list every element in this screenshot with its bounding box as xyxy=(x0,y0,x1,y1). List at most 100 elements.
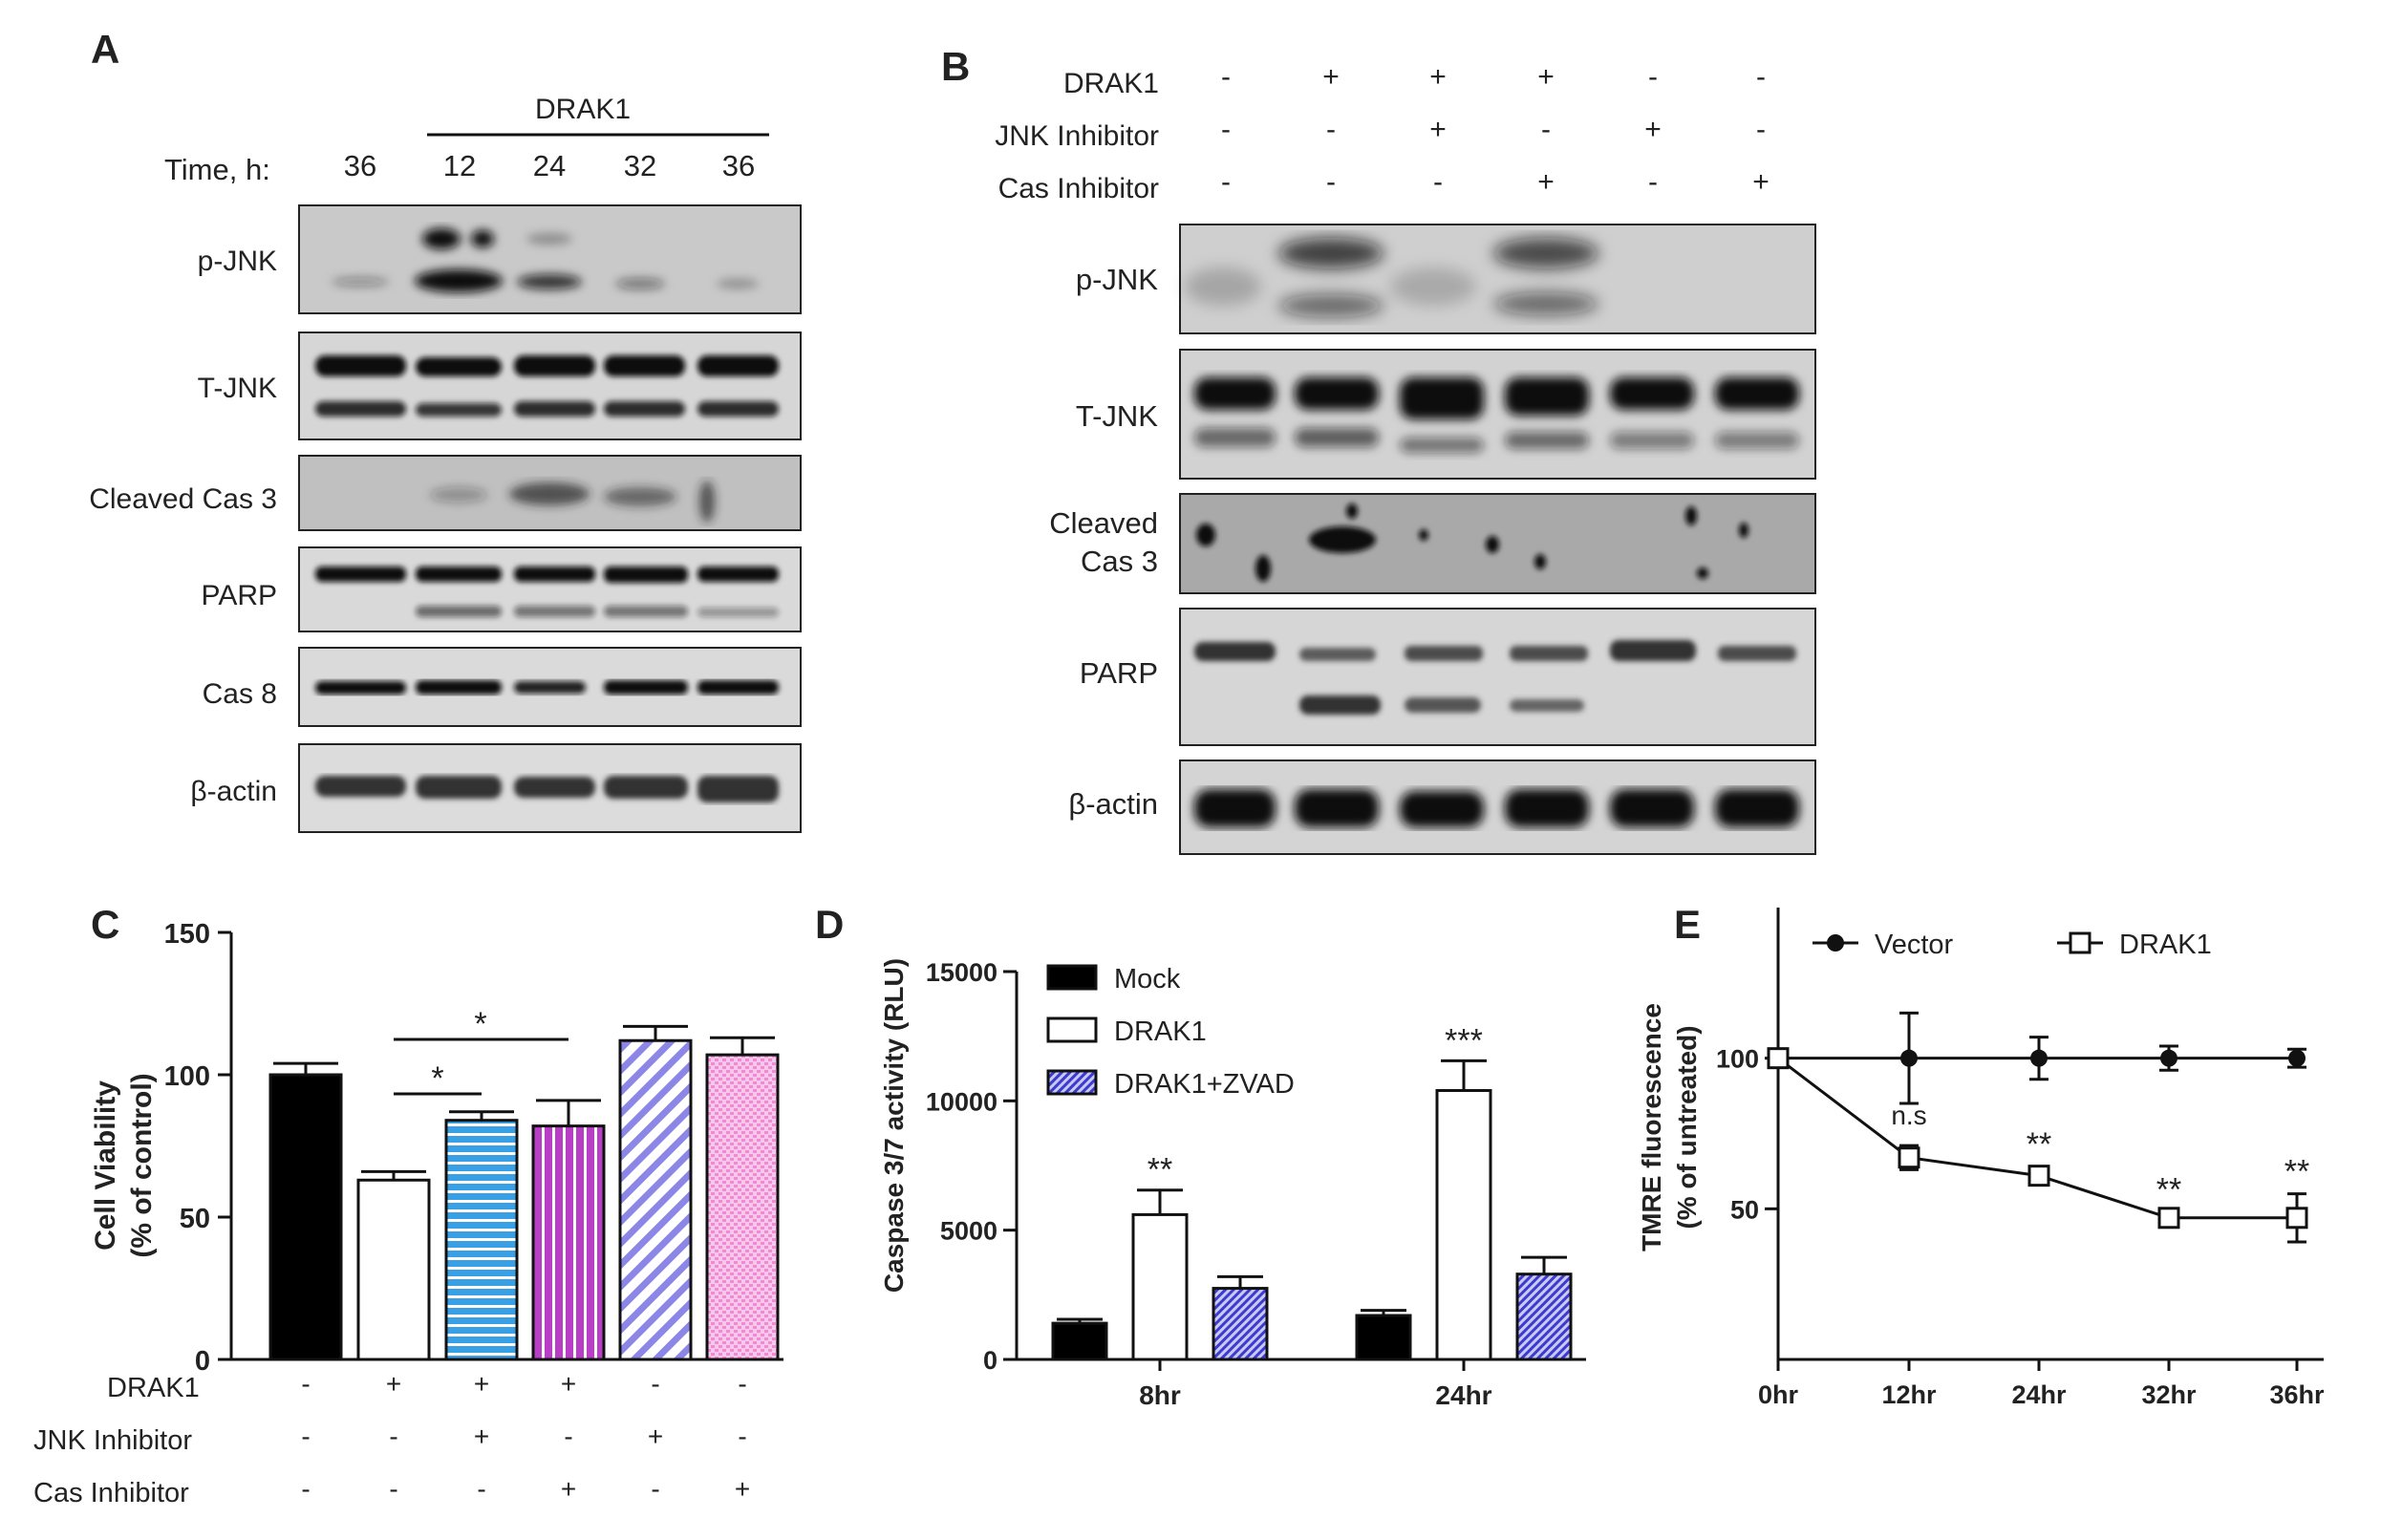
panel-c-significance: * * xyxy=(394,1006,568,1097)
x-tick-label: 24hr xyxy=(1435,1380,1491,1410)
data-point xyxy=(2160,1049,2177,1067)
bar xyxy=(531,1124,606,1361)
panel-b-sign: - xyxy=(1221,166,1231,198)
bar xyxy=(1051,1321,1108,1361)
panel-b-sign: - xyxy=(1326,114,1336,145)
x-tick-label: 36hr xyxy=(2269,1380,2325,1409)
legend-swatch xyxy=(1046,964,1098,991)
panel-e-axes: 50 100 0hr 12hr 24hr 32hr 36hr xyxy=(1716,908,2325,1409)
panel-c-sign: - xyxy=(301,1422,310,1451)
panel-a-blot-label-tjnk: T-JNK xyxy=(198,373,277,404)
panel-a-blot-cas3 xyxy=(298,455,802,531)
panel-a-blot-pjnk xyxy=(298,204,802,314)
legend-marker xyxy=(1827,934,1844,952)
data-point xyxy=(1900,1049,1918,1067)
panel-c-bars xyxy=(268,1024,780,1361)
panel-b-sign: + xyxy=(1752,166,1770,198)
panel-c-sign: - xyxy=(389,1474,397,1504)
time-point-4: 32 xyxy=(624,149,656,182)
y-tick-label: 0 xyxy=(195,1346,210,1377)
panel-b-sign: - xyxy=(1756,61,1766,93)
time-point-1: 36 xyxy=(344,149,376,182)
panel-c-sign: - xyxy=(738,1369,746,1399)
panel-c-sign: + xyxy=(386,1369,401,1399)
panel-a-blot-label-cas3: Cleaved Cas 3 xyxy=(89,483,277,515)
panel-c-sign: - xyxy=(564,1422,572,1451)
y-tick-label: 0 xyxy=(983,1346,997,1375)
panel-a-blot-label-pjnk: p-JNK xyxy=(198,246,277,277)
panel-b-sign: + xyxy=(1429,61,1447,93)
sig-star-1: * xyxy=(431,1060,443,1097)
panel-c-sign: + xyxy=(735,1474,750,1504)
panel-b-sign: + xyxy=(1537,166,1555,198)
panel-c-sign: + xyxy=(474,1422,489,1451)
data-point xyxy=(1898,1146,1920,1169)
panel-b-sign: - xyxy=(1326,166,1336,198)
time-point-2: 12 xyxy=(443,149,476,182)
data-point xyxy=(1767,1047,1790,1070)
panel-b-cond-label-cas: Cas Inhibitor xyxy=(998,173,1159,204)
panel-b-sign: + xyxy=(1429,114,1447,145)
legend-label: Mock xyxy=(1114,964,1181,995)
panel-b: B DRAK1 JNK Inhibitor Cas Inhibitor - + + +… xyxy=(941,44,1816,855)
bar xyxy=(618,1038,693,1361)
significance-label: ** xyxy=(2284,1154,2309,1190)
data-point xyxy=(2027,1165,2050,1187)
panel-b-sign: - xyxy=(1648,166,1658,198)
panel-c: C Cell Viability (% of control) 0 50 100 15… xyxy=(33,902,783,1508)
sig-star-2: * xyxy=(474,1006,486,1042)
panel-c-sign: - xyxy=(389,1422,397,1451)
panel-c-cond-label-jnk: JNK Inhibitor xyxy=(33,1425,192,1456)
panel-b-blot-cas3 xyxy=(1179,493,1816,594)
bar xyxy=(1355,1314,1412,1361)
panel-b-sign: + xyxy=(1537,61,1555,93)
y-tick-label: 50 xyxy=(1730,1195,1759,1224)
legend-swatch xyxy=(1046,1016,1098,1043)
panel-b-sign: - xyxy=(1541,114,1551,145)
panel-a-drak1-header: DRAK1 xyxy=(535,94,631,125)
legend-label: DRAK1 xyxy=(1114,1016,1207,1047)
y-tick-label: 100 xyxy=(164,1061,210,1092)
panel-a-time-points: 36 12 24 32 36 xyxy=(344,149,755,182)
panel-c-cond-label-cas: Cas Inhibitor xyxy=(33,1478,189,1508)
panel-c-ylabel-2: (% of control) xyxy=(126,1073,158,1257)
panel-b-sign-grid: - + + + - - - - + - + - - - - + - + xyxy=(1221,61,1770,198)
time-point-5: 36 xyxy=(722,149,755,182)
panel-b-blot-pjnk xyxy=(1179,224,1816,334)
panel-e-ylabel-2: (% of untreated) xyxy=(1672,1025,1702,1229)
y-tick-label: 50 xyxy=(180,1204,210,1234)
panel-b-sign: - xyxy=(1221,114,1231,145)
x-tick-label: 24hr xyxy=(2011,1380,2067,1409)
panel-b-blot-parp xyxy=(1179,608,1816,746)
legend-swatch xyxy=(1046,1069,1098,1096)
panel-c-letter: C xyxy=(91,902,119,947)
y-tick-label: 15000 xyxy=(926,958,997,987)
panel-d-legend: Mock DRAK1 DRAK1+ZVAD xyxy=(1046,964,1295,1100)
panel-b-blot-label-pjnk: p-JNK xyxy=(1076,263,1158,296)
panel-a-blot-label-parp: PARP xyxy=(202,580,277,611)
panel-c-ylabel-1: Cell Viability xyxy=(90,1080,121,1251)
panel-b-sign: + xyxy=(1644,114,1662,145)
panel-c-sign: - xyxy=(651,1474,659,1504)
panel-c-sign: + xyxy=(648,1422,663,1451)
panel-b-blot-label-cas3: Cleaved xyxy=(1049,506,1158,540)
bar xyxy=(705,1053,780,1361)
x-tick-label: 32hr xyxy=(2141,1380,2197,1409)
x-tick-label: 12hr xyxy=(1881,1380,1937,1409)
panel-a-letter: A xyxy=(91,27,119,72)
panel-e-letter: E xyxy=(1674,902,1701,947)
panel-a: A DRAK1 Time, h: 36 12 24 32 36 p-JNK T-… xyxy=(89,27,802,833)
panel-e-series: n.s ** ** ** xyxy=(1767,1011,2309,1244)
panel-e-legend: Vector DRAK1 xyxy=(1813,930,2212,960)
panel-c-sign: - xyxy=(301,1474,310,1504)
panel-c-sign: + xyxy=(474,1369,489,1399)
x-tick-label: 0hr xyxy=(1758,1380,1799,1409)
panel-b-blot-tjnk xyxy=(1179,349,1816,480)
bar xyxy=(268,1073,343,1361)
panel-b-cond-label-jnk: JNK Inhibitor xyxy=(995,120,1159,152)
data-point xyxy=(2157,1207,2180,1230)
panel-b-blot-label-actin: β-actin xyxy=(1068,787,1158,821)
panel-d-ylabel: Caspase 3/7 activity (RLU) xyxy=(879,958,909,1293)
panel-d-letter: D xyxy=(815,902,844,947)
